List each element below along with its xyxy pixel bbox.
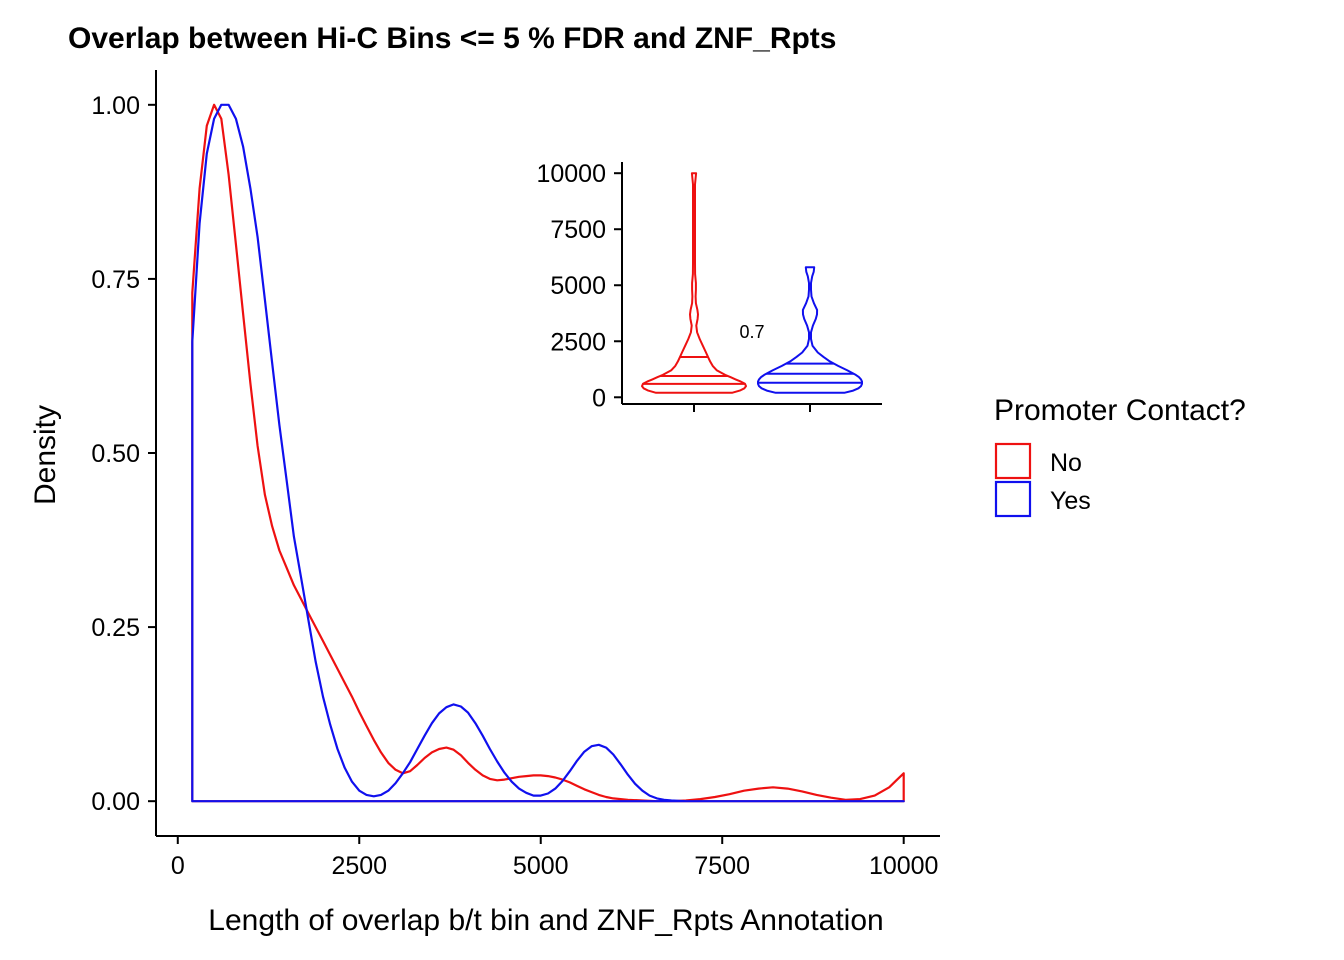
y-tick-label: 0.75 bbox=[91, 266, 140, 294]
inset-violin-plot: 0 2500 5000 7500 10000 0.7 bbox=[536, 160, 882, 412]
inset-y-tick-label: 0 bbox=[592, 384, 606, 412]
legend-label-no: No bbox=[1050, 449, 1082, 477]
x-tick-label: 7500 bbox=[694, 852, 750, 880]
density-curve-yes bbox=[191, 103, 905, 803]
inset-y-tick-label: 7500 bbox=[550, 216, 606, 244]
violin-no bbox=[641, 172, 747, 394]
y-tick-label: 1.00 bbox=[91, 92, 140, 120]
legend: Promoter Contact? No Yes bbox=[994, 394, 1246, 518]
inset-y-tick-label: 5000 bbox=[550, 272, 606, 300]
x-axis-title: Length of overlap b/t bin and ZNF_Rpts A… bbox=[208, 904, 883, 937]
y-axis-title: Density bbox=[29, 405, 62, 505]
y-tick-label: 0.25 bbox=[91, 614, 140, 642]
chart-title: Overlap between Hi-C Bins <= 5 % FDR and… bbox=[68, 22, 837, 55]
density-curve-no bbox=[191, 103, 905, 803]
x-tick-label: 0 bbox=[171, 852, 185, 880]
inset-y-tick-label: 2500 bbox=[550, 328, 606, 356]
main-plot-area bbox=[191, 103, 905, 803]
y-tick-label: 0.00 bbox=[91, 788, 140, 816]
inset-p-value-annotation: 0.7 bbox=[739, 322, 764, 342]
legend-title: Promoter Contact? bbox=[994, 394, 1246, 427]
x-tick-label: 10000 bbox=[869, 852, 939, 880]
inset-y-tick-label: 10000 bbox=[536, 160, 606, 188]
legend-key-yes bbox=[994, 480, 1032, 518]
main-ticks: 0 2500 5000 7500 10000 0.00 0.25 0.50 0.75 1.00 bbox=[91, 92, 938, 880]
legend-key-no bbox=[994, 442, 1032, 480]
x-tick-label: 5000 bbox=[513, 852, 569, 880]
x-tick-label: 2500 bbox=[331, 852, 387, 880]
inset-ticks: 0 2500 5000 7500 10000 bbox=[536, 160, 811, 412]
inset-violins bbox=[641, 172, 863, 394]
y-tick-label: 0.50 bbox=[91, 440, 140, 468]
legend-label-yes: Yes bbox=[1050, 487, 1091, 515]
